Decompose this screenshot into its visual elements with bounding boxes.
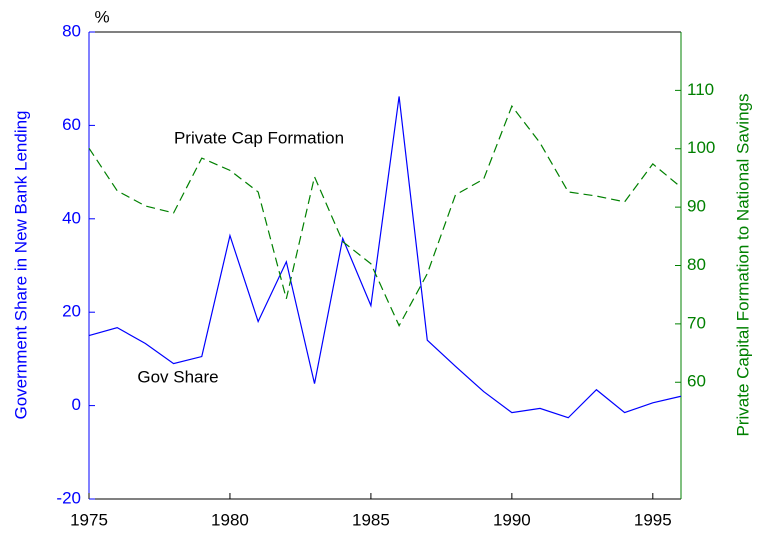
x-tick-label: 1990 — [493, 510, 531, 529]
annotation: Gov Share — [137, 367, 218, 386]
y-tick-label: -20 — [56, 488, 81, 507]
y2-tick-label: 80 — [687, 255, 706, 274]
y-axis-label: Government Share in New Bank Lending — [11, 110, 30, 419]
y-tick-label: 80 — [62, 21, 81, 40]
y2-tick-label: 60 — [687, 372, 706, 391]
y-tick-label: 40 — [62, 208, 81, 227]
y2-axis-label: Private Capital Formation to National Sa… — [733, 94, 752, 437]
x-tick-label: 1985 — [352, 510, 390, 529]
series-line — [88, 104, 682, 327]
y-unit: % — [94, 7, 109, 26]
y2-tick-label: 90 — [687, 197, 706, 216]
y-tick-label: 20 — [62, 302, 81, 321]
y2-tick-label: 100 — [687, 138, 715, 157]
y2-tick-label: 110 — [687, 80, 714, 99]
x-tick-label: 1975 — [70, 510, 108, 529]
series-line — [88, 96, 682, 419]
y-tick-label: 60 — [62, 115, 81, 134]
y-tick-label: 0 — [72, 395, 81, 414]
x-tick-label: 1980 — [211, 510, 249, 529]
x-tick-label: 1995 — [634, 510, 672, 529]
annotation: Private Cap Formation — [174, 128, 344, 147]
y2-tick-label: 70 — [687, 313, 706, 332]
